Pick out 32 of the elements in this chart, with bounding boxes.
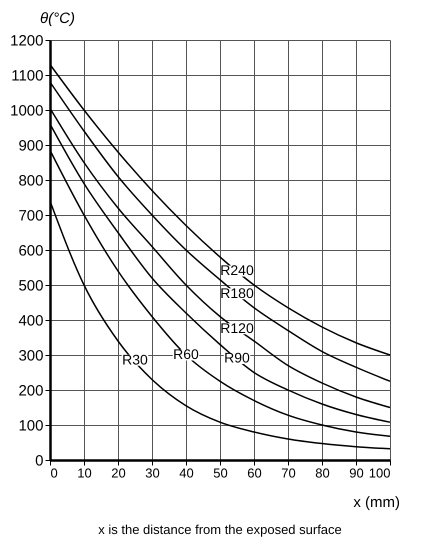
x-tick-label: 20 — [111, 466, 126, 480]
annotation: R90 — [224, 350, 250, 366]
x-tick-label: 70 — [281, 466, 296, 480]
y-tick-label: 700 — [18, 208, 44, 224]
y-tick-label: 100 — [18, 418, 44, 434]
y-tick-label: 200 — [18, 382, 44, 400]
y-tick-label: 900 — [18, 138, 44, 154]
y-tick-label: 400 — [18, 312, 44, 330]
y-tick-label: 500 — [18, 278, 44, 294]
x-tick-label: 100 — [368, 466, 390, 480]
y-tick-label: 600 — [18, 242, 44, 260]
annotation: R240 — [220, 262, 254, 278]
x-tick-label: 30 — [145, 466, 160, 480]
text: x is the distance from the exposed surface — [98, 522, 342, 537]
x-tick-label: 40 — [179, 466, 194, 480]
x-tick-label: 90 — [349, 466, 364, 480]
y-tick-label: 1200 — [10, 32, 44, 50]
x-tick-label: 0 — [50, 466, 58, 480]
y-axis-title: θ(°C) — [40, 10, 75, 27]
annotation: R30 — [122, 351, 148, 368]
x-tick-label: 10 — [77, 466, 92, 480]
annotation: R120 — [220, 320, 254, 336]
x-tick-label: 50 — [213, 466, 228, 480]
y-tick-label: 1100 — [11, 68, 44, 84]
y-tick-label: 300 — [18, 348, 44, 364]
y-tick-label: 1000 — [10, 102, 44, 120]
y-tick-label: 0 — [35, 452, 44, 470]
x-tick-label: 60 — [247, 466, 262, 480]
x-axis-title: x (mm) — [353, 494, 400, 511]
y-tick-label: 800 — [18, 172, 44, 190]
annotation: R180 — [220, 284, 254, 301]
x-tick-label: 80 — [315, 466, 330, 480]
